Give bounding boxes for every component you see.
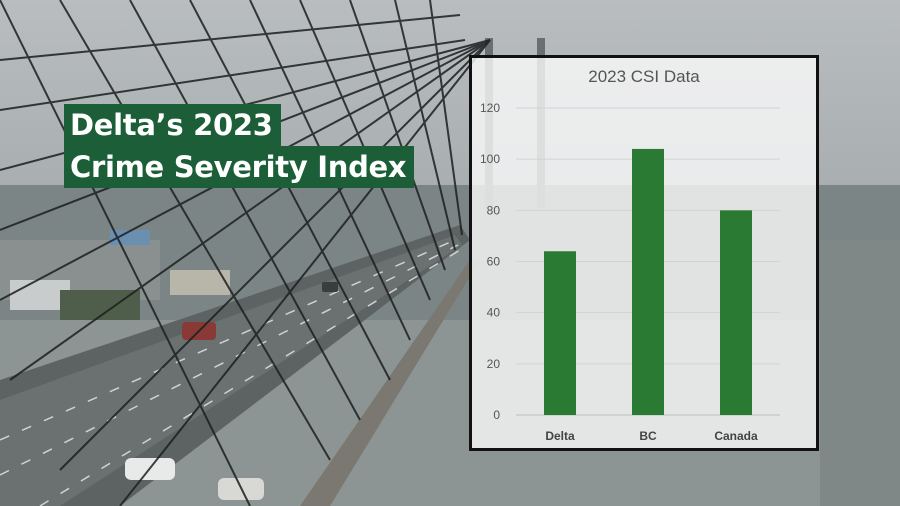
y-tick-label: 20 bbox=[487, 357, 501, 371]
bar-chart: 2023 CSI Data 0 20 40 60 80 100 120 Delta BC Canad… bbox=[480, 67, 780, 443]
y-tick-label: 60 bbox=[487, 255, 501, 269]
y-tick-label: 0 bbox=[493, 408, 500, 422]
y-tick-label: 120 bbox=[480, 101, 500, 115]
chart-title: 2023 CSI Data bbox=[588, 67, 700, 86]
y-tick-label: 40 bbox=[487, 306, 501, 320]
x-tick-label: BC bbox=[639, 429, 657, 443]
headline-line-2: Crime Severity Index bbox=[64, 146, 415, 188]
bar-canada bbox=[720, 210, 752, 415]
bar-delta bbox=[544, 251, 576, 415]
bar-bc bbox=[632, 148, 664, 415]
chart-panel: 2023 CSI Data 0 20 40 60 80 100 120 Delta BC Canad… bbox=[469, 55, 819, 451]
headline: Delta’s 2023 Crime Severity Index bbox=[64, 104, 415, 188]
y-tick-label: 80 bbox=[487, 203, 501, 217]
headline-line-1: Delta’s 2023 bbox=[64, 104, 281, 146]
x-tick-label: Canada bbox=[714, 429, 758, 443]
x-tick-label: Delta bbox=[545, 429, 575, 443]
y-tick-label: 100 bbox=[480, 152, 500, 166]
